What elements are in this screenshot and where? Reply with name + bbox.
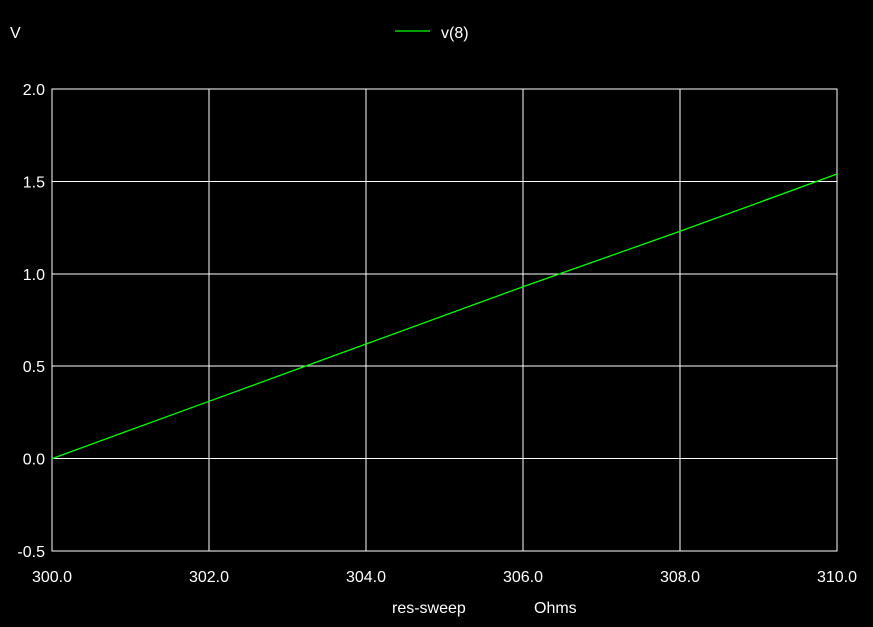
series-layer <box>51 173 838 460</box>
y-tick-label: 1.0 <box>23 267 45 284</box>
x-axis-label: res-sweep <box>392 600 466 617</box>
y-tick-label: 0.5 <box>23 359 45 376</box>
y-tick-label: -0.5 <box>17 544 45 561</box>
plot-area-frame <box>51 88 838 552</box>
x-tick-label: 310.0 <box>817 569 857 586</box>
x-tick-label: 304.0 <box>346 569 386 586</box>
y-tick-label: 2.0 <box>23 82 45 99</box>
y-axis-label: V <box>10 25 21 42</box>
x-tick-label: 300.0 <box>32 569 72 586</box>
y-tick-label: 1.5 <box>23 174 45 191</box>
x-tick-label: 302.0 <box>189 569 229 586</box>
legend: v(8) <box>395 25 469 42</box>
x-tick-label: 306.0 <box>503 569 543 586</box>
x-axis-unit: Ohms <box>534 600 577 617</box>
x-tick-label: 308.0 <box>660 569 700 586</box>
legend-label-v8: v(8) <box>441 25 469 42</box>
series-line-v8 <box>51 173 838 460</box>
y-tick-label: 0.0 <box>23 452 45 469</box>
tick-labels: 300.0 302.0 304.0 306.0 308.0 310.0 -0.5 0.0 0.5… <box>17 82 857 586</box>
